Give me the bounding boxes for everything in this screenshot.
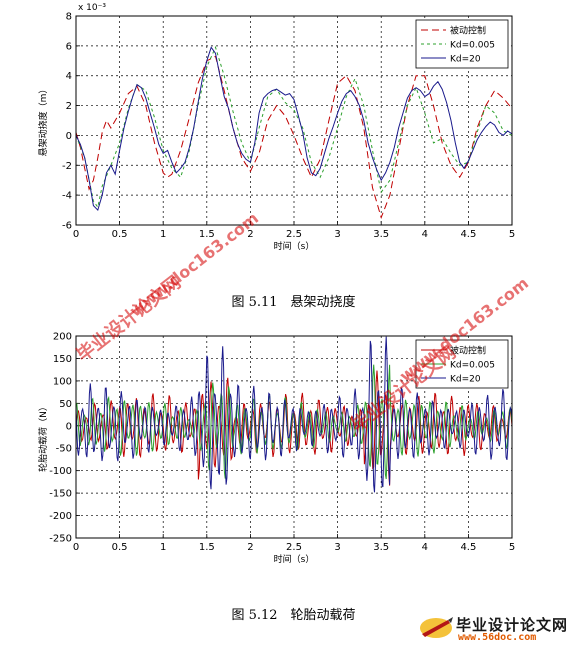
x-tick-label: 0.5 [112, 229, 128, 240]
x-tick-label: 4.5 [460, 542, 476, 553]
x-tick-label: 3 [334, 542, 340, 553]
y-tick-label: -4 [62, 191, 72, 202]
legend-box [415, 19, 509, 69]
figure-caption-5-11: 图 5.11 悬架动挠度 [231, 295, 356, 310]
y-tick-label: 6 [66, 41, 72, 52]
series-line-0 [76, 55, 512, 220]
y-tick-label: 4 [66, 71, 72, 82]
y-tick-label: -100 [49, 466, 72, 477]
y-tick-label: -2 [62, 161, 72, 172]
y-tick-label: 200 [53, 332, 72, 343]
x-tick-label: 5 [509, 542, 515, 553]
logo-url: www.56doc.com [458, 632, 537, 643]
x-tick-label: 2.5 [286, 542, 302, 553]
y-tick-label: -6 [62, 221, 72, 232]
x-tick-label: 2 [247, 542, 253, 553]
legend-label: Kd=0.005 [450, 361, 495, 371]
site-logo: 毕业设计论文网 www.56doc.com [418, 612, 586, 644]
y-tick-label: -200 [49, 511, 72, 522]
x-tick-label: 4.5 [460, 229, 476, 240]
figure-caption-5-12: 图 5.12 轮胎动载荷 [231, 608, 356, 623]
legend-label: 被动控制 [450, 25, 486, 37]
legend-label: Kd=0.005 [450, 41, 495, 51]
y-tick-label: 0 [66, 421, 72, 432]
y-tick-label: 100 [53, 376, 72, 387]
series-line-2 [76, 336, 512, 493]
legend-label: Kd=20 [450, 55, 481, 65]
y-tick-label: 0 [66, 131, 72, 142]
y-axis-label: 悬架动挠度（m） [37, 85, 49, 157]
logo-text: 毕业设计论文网 [456, 616, 569, 634]
y-tick-label: 2 [66, 101, 72, 112]
legend-label: Kd=20 [450, 375, 481, 385]
plot-frame [75, 335, 513, 539]
y-tick-label: -150 [49, 489, 72, 500]
x-tick-label: 0 [73, 542, 79, 553]
legend-label: 被动控制 [450, 345, 486, 357]
chart-tire-dynamic-load: 0 0.5 1 1.5 2 2.5 3 3.5 4 4.5 5 -250 -200 -150 -100 -50… [37, 332, 515, 566]
y-tick-label: -250 [49, 534, 72, 545]
series-line-1 [76, 45, 512, 209]
x-tick-label: 1 [160, 542, 166, 553]
x-tick-label: 0 [73, 229, 79, 240]
y-tick-label: -50 [56, 444, 72, 455]
x-tick-label: 1.5 [199, 542, 215, 553]
series-line-2 [76, 46, 512, 212]
x-axis-label: 时间（s） [274, 240, 315, 252]
logo-pen-icon [420, 617, 453, 638]
x-tick-label: 2 [247, 229, 253, 240]
x-tick-label: 4 [422, 229, 428, 240]
x-tick-label: 1 [160, 229, 166, 240]
x-tick-label: 3.5 [373, 229, 389, 240]
x-tick-label: 4 [422, 542, 428, 553]
plot-frame [75, 15, 513, 226]
y-tick-label: 8 [66, 12, 72, 23]
x-tick-label: 1.5 [199, 229, 215, 240]
x-tick-label: 2.5 [286, 229, 302, 240]
chart-suspension-deflection: 0 0.5 1 1.5 2 2.5 3 3.5 4 4.5 5 -6 -4 -2 0 2 4 6 8 时间（s） 悬架动… [37, 3, 515, 252]
y-tick-label: 150 [53, 354, 72, 365]
x-tick-label: 3.5 [373, 542, 389, 553]
x-axis-label: 时间（s） [274, 553, 315, 565]
y-axis-exponent: x 10⁻³ [78, 3, 106, 13]
y-tick-label: 50 [59, 399, 72, 410]
y-axis-label: 轮胎动载荷（N） [37, 402, 49, 472]
x-tick-label: 0.5 [112, 542, 128, 553]
x-tick-label: 3 [334, 229, 340, 240]
x-tick-label: 5 [509, 229, 515, 240]
